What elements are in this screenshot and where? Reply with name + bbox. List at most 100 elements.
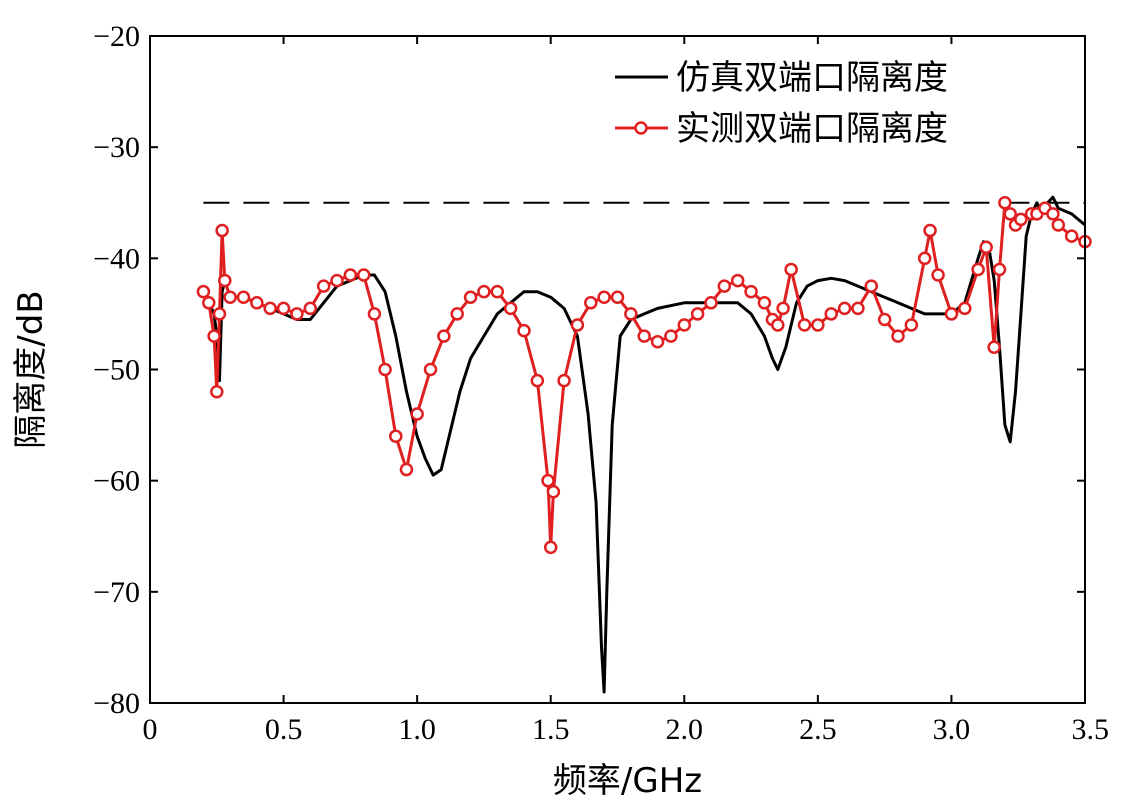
series-point-1 bbox=[637, 329, 651, 343]
series-point-1 bbox=[530, 373, 545, 388]
series-point-1 bbox=[290, 307, 304, 321]
series-point-1 bbox=[690, 307, 705, 321]
series-point-1 bbox=[610, 290, 625, 304]
series-point-1 bbox=[330, 273, 344, 288]
series-point-1 bbox=[557, 373, 571, 388]
series-line-1 bbox=[202, 201, 1086, 549]
x-tick-label: 0.5 bbox=[265, 713, 303, 746]
y-tick-label: −60 bbox=[93, 465, 140, 498]
series-point-1 bbox=[797, 318, 812, 332]
series-point-1 bbox=[1014, 212, 1028, 227]
series-point-1 bbox=[303, 301, 318, 316]
series-point-1 bbox=[541, 473, 555, 488]
series-point-1 bbox=[776, 301, 790, 316]
y-tick-label: −70 bbox=[93, 576, 140, 609]
series-point-1 bbox=[263, 301, 277, 316]
series-point-1 bbox=[1003, 207, 1017, 221]
x-axis-title: 频率/GHz bbox=[553, 761, 702, 801]
series-point-1 bbox=[877, 312, 892, 327]
y-axis-ticks: −80 −70 −60 −50 −40 −30 −20 bbox=[93, 20, 1085, 720]
series-point-1 bbox=[730, 273, 745, 288]
series-point-1 bbox=[196, 284, 211, 299]
series-point-1 bbox=[410, 407, 424, 421]
series-point-1 bbox=[931, 268, 945, 282]
x-tick-label: 1.0 bbox=[398, 713, 436, 746]
series-point-1 bbox=[664, 329, 678, 343]
series-point-1 bbox=[958, 301, 972, 316]
y-axis-title: 隔离度/dB bbox=[11, 290, 51, 448]
series-point-1 bbox=[851, 301, 865, 316]
series-point-1 bbox=[316, 279, 331, 293]
series-point-1 bbox=[1064, 229, 1079, 243]
series-point-1 bbox=[917, 251, 932, 266]
y-tick-label: −20 bbox=[93, 20, 140, 53]
series-point-1 bbox=[343, 268, 358, 282]
series-point-1 bbox=[717, 279, 732, 293]
x-tick-label: 1.5 bbox=[532, 713, 570, 746]
series-point-1 bbox=[784, 262, 798, 277]
series-point-1 bbox=[944, 307, 959, 321]
plot-frame bbox=[149, 35, 1086, 704]
legend-marker-measured bbox=[634, 121, 648, 135]
series-point-1 bbox=[1051, 218, 1066, 232]
x-axis-ticks: 0 0.5 1.0 1.5 2.0 2.5 3.0 3.5 bbox=[143, 36, 1109, 746]
series-point-1 bbox=[218, 273, 232, 288]
series-point-1 bbox=[584, 296, 598, 310]
y-tick-label: −80 bbox=[93, 687, 140, 720]
series-point-1 bbox=[979, 240, 993, 254]
y-tick-label: −50 bbox=[93, 354, 140, 387]
series-point-1 bbox=[992, 262, 1007, 277]
series-point-1 bbox=[399, 462, 414, 477]
series-point-1 bbox=[236, 290, 251, 304]
series-group bbox=[196, 195, 1092, 694]
series-point-1 bbox=[250, 296, 264, 310]
legend-label-measured: 实测双端口隔离度 bbox=[676, 109, 948, 149]
series-point-1 bbox=[864, 279, 879, 293]
legend-label-simulated: 仿真双端口隔离度 bbox=[676, 58, 948, 98]
series-point-1 bbox=[543, 540, 558, 555]
series-point-1 bbox=[998, 196, 1012, 210]
x-tick-label: 3.0 bbox=[933, 713, 971, 746]
series-point-1 bbox=[503, 301, 518, 316]
series-line-0 bbox=[202, 195, 1086, 694]
series-point-1 bbox=[437, 329, 451, 343]
y-tick-label: −30 bbox=[93, 131, 140, 164]
series-point-1 bbox=[1046, 207, 1060, 221]
series-point-1 bbox=[811, 318, 825, 332]
series-point-1 bbox=[223, 290, 237, 304]
series-point-1 bbox=[207, 329, 221, 343]
x-tick-label: 2.5 bbox=[799, 713, 837, 746]
series-point-1 bbox=[904, 318, 919, 332]
series-point-1 bbox=[477, 284, 491, 299]
series-point-1 bbox=[367, 307, 382, 321]
series-point-1 bbox=[923, 223, 937, 238]
series-point-1 bbox=[276, 301, 291, 316]
series-point-1 bbox=[378, 362, 392, 377]
series-point-1 bbox=[356, 268, 371, 282]
series-point-1 bbox=[704, 296, 718, 310]
series-point-1 bbox=[987, 340, 1001, 355]
series-point-1 bbox=[771, 318, 785, 332]
series-point-1 bbox=[215, 223, 229, 238]
series-point-1 bbox=[891, 329, 905, 343]
series-point-1 bbox=[202, 296, 216, 310]
series-point-1 bbox=[210, 384, 224, 399]
series-point-1 bbox=[650, 334, 665, 349]
series-point-1 bbox=[517, 323, 531, 338]
series-point-1 bbox=[824, 307, 838, 321]
series-point-1 bbox=[546, 485, 561, 499]
series-point-1 bbox=[570, 318, 585, 332]
series-point-1 bbox=[450, 307, 464, 321]
legend: 仿真双端口隔离度 实测双端口隔离度 bbox=[615, 58, 948, 149]
series-point-1 bbox=[624, 307, 638, 321]
x-tick-label: 2.0 bbox=[666, 713, 704, 746]
series-point-1 bbox=[463, 290, 478, 304]
series-point-1 bbox=[971, 262, 985, 277]
series-point-1 bbox=[597, 290, 611, 304]
series-point-1 bbox=[389, 429, 403, 443]
series-point-1 bbox=[212, 307, 227, 321]
series-point-1 bbox=[677, 318, 692, 332]
y-tick-label: −40 bbox=[93, 242, 140, 275]
series-point-1 bbox=[423, 362, 438, 377]
